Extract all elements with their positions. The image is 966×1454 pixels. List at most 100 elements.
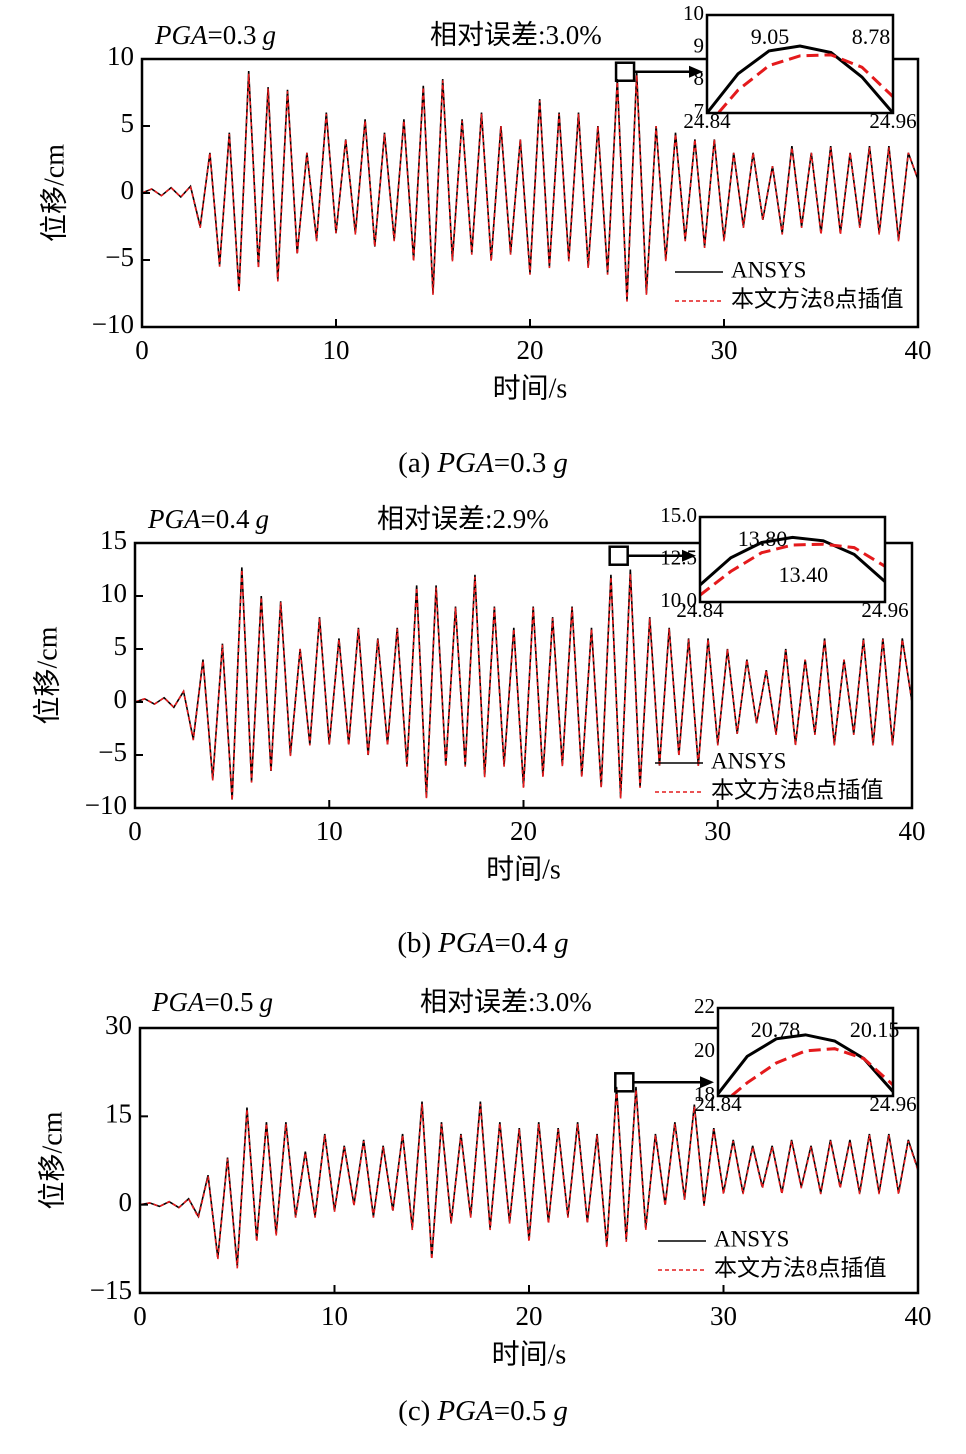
y-tick-label: −10	[92, 309, 134, 339]
x-tick-label: 40	[905, 335, 932, 365]
pga-var: PGA	[154, 20, 208, 50]
pga-annotation: PGA=0.5 g	[151, 987, 273, 1017]
error-annotation: 相对误差:3.0%	[420, 987, 592, 1017]
x-tick-label: 20	[517, 335, 544, 365]
caption: (a) PGA=0.3 g	[398, 447, 568, 479]
y-tick-label: 10	[107, 41, 134, 71]
y-tick-label: 5	[121, 108, 135, 138]
zoom-arrow-head	[682, 549, 696, 562]
peak-label: 8.78	[852, 24, 891, 49]
x-tick-label: 20	[516, 1301, 543, 1331]
y-tick-label: 12.5	[660, 545, 697, 569]
pga-var: PGA	[147, 504, 201, 534]
series-line	[728, 1047, 893, 1096]
peak-label: 20.78	[751, 1017, 801, 1042]
series-line	[707, 44, 893, 113]
peak-label: 13.40	[779, 562, 829, 587]
y-axis-label: 位移/cm	[36, 1111, 68, 1209]
caption-value: =0.3	[494, 447, 547, 479]
x-tick-label: 30	[710, 1301, 737, 1331]
y-axis-label: 位移/cm	[31, 626, 63, 724]
x-tick-label: 24.96	[861, 598, 908, 622]
error-annotation: 相对误差:2.9%	[377, 504, 549, 534]
x-tick-label: 24.96	[869, 1092, 916, 1116]
caption: (b) PGA=0.4 g	[397, 927, 568, 959]
caption-var: PGA	[437, 927, 495, 959]
x-axis-label: 时间/s	[486, 853, 561, 885]
y-axis-label: 位移/cm	[38, 144, 70, 242]
series-line	[135, 569, 912, 801]
caption-unit: g	[553, 1395, 568, 1427]
x-tick-label: 0	[135, 335, 149, 365]
y-tick-label: 9	[694, 33, 705, 57]
y-tick-label: 0	[114, 684, 128, 714]
legend-label: 本文方法8点插值	[714, 1255, 887, 1280]
x-axis-label: 时间/s	[493, 372, 568, 404]
x-tick-label: 30	[704, 816, 731, 846]
legend-label: 本文方法8点插值	[731, 286, 904, 311]
caption-unit: g	[554, 927, 569, 959]
plot-background	[707, 15, 893, 113]
x-tick-label: 40	[899, 816, 926, 846]
plot-frame	[705, 13, 895, 115]
legend-label: ANSYS	[731, 257, 806, 282]
series-line	[700, 535, 885, 587]
x-tick-label: 24.84	[676, 598, 724, 622]
caption-var: PGA	[436, 447, 494, 479]
pga-var: PGA	[151, 987, 205, 1017]
caption-label: (b)	[397, 927, 431, 959]
pga-unit: g	[255, 504, 269, 534]
series-line	[716, 53, 893, 113]
x-tick-label: 24.84	[683, 109, 731, 133]
pga-annotation: PGA=0.4 g	[147, 504, 269, 534]
y-tick-label: 20	[694, 1038, 715, 1062]
caption-unit: g	[553, 447, 568, 479]
legend-label: 本文方法8点插值	[711, 777, 884, 802]
legend-label: ANSYS	[711, 748, 786, 773]
y-tick-label: −10	[85, 790, 127, 820]
plot-frame	[698, 515, 887, 604]
series-line	[140, 1089, 918, 1269]
y-tick-label: 7	[694, 99, 705, 123]
y-tick-label: 18	[694, 1082, 715, 1106]
y-tick-label: 0	[119, 1187, 133, 1217]
pga-unit: g	[262, 20, 276, 50]
zoom-arrow-head	[700, 1076, 714, 1089]
x-tick-label: 24.96	[869, 109, 916, 133]
pga-value: =0.3	[207, 20, 256, 50]
y-tick-label: 30	[105, 1010, 132, 1040]
caption-value: =0.4	[495, 927, 548, 959]
y-tick-label: 15	[105, 1099, 132, 1129]
error-annotation: 相对误差:3.0%	[430, 20, 602, 50]
x-tick-label: 0	[128, 816, 142, 846]
pga-annotation: PGA=0.3 g	[154, 20, 276, 50]
x-tick-label: 30	[711, 335, 738, 365]
series-line	[142, 73, 918, 302]
x-axis-label: 时间/s	[492, 1338, 567, 1370]
peak-label: 9.05	[751, 24, 790, 49]
plot-frame	[716, 1006, 895, 1098]
y-tick-label: −15	[90, 1275, 132, 1305]
x-tick-label: 24.84	[694, 1092, 742, 1116]
pga-value: =0.4	[200, 504, 249, 534]
y-tick-label: −5	[98, 737, 127, 767]
y-tick-label: 15.0	[660, 503, 697, 527]
zoom-arrow-head	[689, 65, 703, 78]
caption-value: =0.5	[494, 1395, 547, 1427]
x-tick-label: 0	[133, 1301, 147, 1331]
x-tick-label: 10	[323, 335, 350, 365]
x-tick-label: 40	[905, 1301, 932, 1331]
x-tick-label: 10	[316, 816, 343, 846]
y-tick-label: 5	[114, 631, 128, 661]
peak-label: 13.80	[738, 526, 788, 551]
series-line	[700, 542, 885, 597]
caption-var: PGA	[436, 1395, 494, 1427]
legend-label: ANSYS	[714, 1226, 789, 1251]
caption-label: (c)	[398, 1395, 430, 1427]
y-tick-label: 0	[121, 175, 135, 205]
y-tick-label: 8	[694, 66, 705, 90]
y-tick-label: 22	[694, 994, 715, 1018]
peak-label: 20.15	[850, 1017, 900, 1042]
y-tick-label: −5	[105, 242, 134, 272]
